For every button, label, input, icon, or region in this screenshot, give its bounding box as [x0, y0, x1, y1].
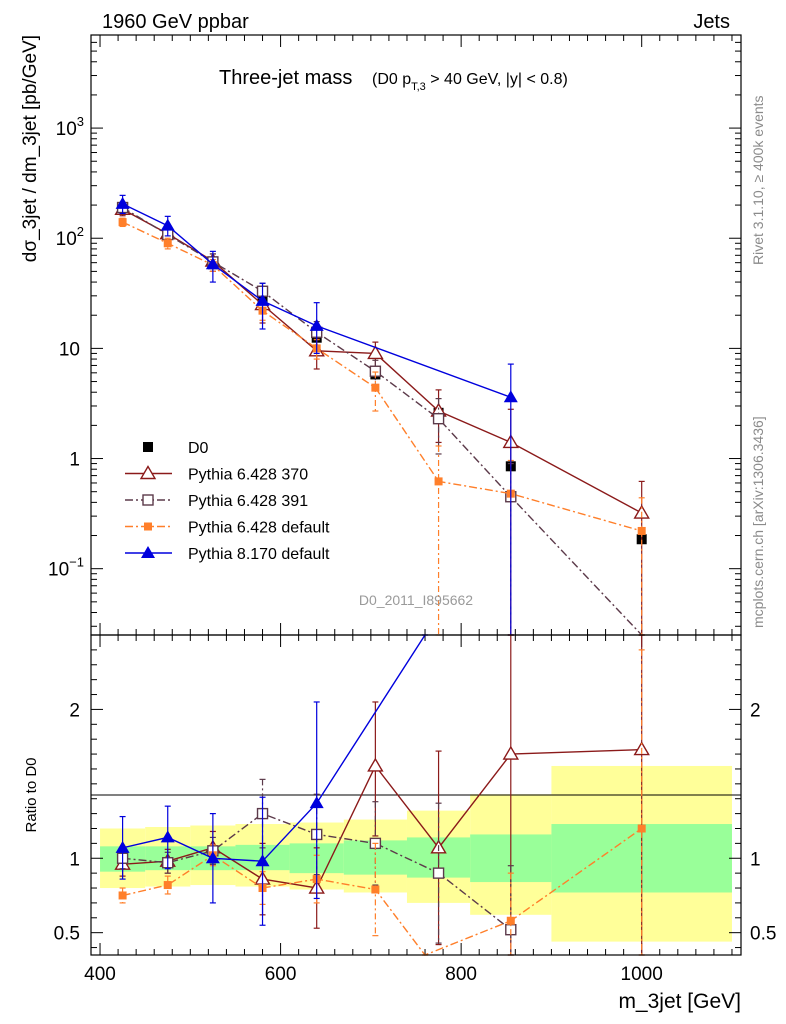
data-point — [160, 830, 175, 843]
chart-subtitle-post: > 40 GeV, |y| < 0.8) — [426, 71, 568, 88]
main-y-axis-label: dσ_3jet / dm_3jet [pb/GeV] — [20, 35, 41, 262]
main-axes-ticks: 10−1 1 10 102 103 — [48, 34, 741, 635]
data-point — [205, 851, 220, 864]
series-line — [122, 812, 512, 931]
legend-label: Pythia 6.428 391 — [188, 493, 308, 510]
series-line — [122, 203, 512, 398]
ratio-frame — [90, 634, 742, 956]
ratio-panel: 400 600 800 1000 0.5 0.5 1 1 2 2 Ratio to D0 m_3j… — [23, 634, 776, 1013]
data-point — [118, 891, 127, 900]
mcplots-note: mcplots.cern.ch [arXiv:1306.3436] — [750, 416, 766, 628]
data-point — [163, 239, 172, 248]
main-panel: 10−1 1 10 102 103 Three-jet mass (D0 pT,3 > … — [20, 34, 742, 636]
ratio-y-axis-label: Ratio to D0 — [23, 757, 40, 832]
rivet-version-note: Rivet 3.1.10, ≥ 400k events — [750, 95, 766, 265]
data-point — [506, 916, 515, 925]
ratio-series-group — [114, 634, 650, 956]
ratio-y-tick-label-right: 2 — [750, 700, 761, 721]
header-left-label: 1960 GeV ppbar — [102, 11, 249, 33]
ratio-y-tick-label: 2 — [69, 700, 80, 721]
legend: D0 Pythia 6.428 370 Pythia 6.428 391 Pythia… — [125, 440, 330, 563]
ratio-y-tick-label-right: 1 — [750, 849, 761, 870]
header-right-label: Jets — [693, 11, 730, 33]
legend-marker — [141, 546, 155, 558]
legend-marker — [139, 465, 157, 480]
data-point — [503, 390, 518, 403]
main-y-tick-label: 102 — [56, 224, 84, 250]
ratio-y-tick-label-right: 0.5 — [750, 924, 776, 945]
legend-label: Pythia 6.428 default — [188, 520, 330, 537]
legend-item: Pythia 6.428 370 — [125, 465, 308, 484]
legend-item: Pythia 6.428 default — [125, 520, 330, 537]
x-tick-label: 800 — [445, 964, 477, 985]
legend-item: Pythia 8.170 default — [125, 546, 330, 563]
data-point — [432, 412, 445, 425]
legend-label: D0 — [188, 440, 209, 457]
x-tick-label: 400 — [84, 964, 116, 985]
series-line — [122, 634, 426, 862]
data-point — [367, 757, 384, 772]
legend-item: Pythia 6.428 391 — [125, 493, 308, 510]
data-point — [163, 881, 172, 890]
chart-subtitle-sub: T,3 — [411, 81, 426, 93]
data-point — [115, 196, 130, 209]
legend-label: Pythia 6.428 370 — [188, 467, 308, 484]
data-point — [160, 218, 175, 231]
data-point — [205, 257, 220, 270]
chart-subtitle: (D0 pT,3 > 40 GeV, |y| < 0.8) — [372, 71, 568, 93]
data-point — [309, 318, 324, 331]
data-point — [371, 885, 380, 894]
legend-marker — [144, 522, 152, 531]
data-point — [255, 293, 270, 306]
ratio-y-tick-label: 1 — [69, 849, 80, 870]
data-point — [115, 840, 130, 853]
data-point — [309, 796, 324, 809]
data-point — [637, 526, 646, 535]
data-point — [371, 383, 380, 392]
chart-subtitle-pre: (D0 p — [372, 71, 411, 88]
legend-item: D0 — [143, 440, 209, 457]
data-point — [432, 867, 445, 879]
x-tick-label: 600 — [265, 964, 297, 985]
main-y-tick-label: 103 — [56, 114, 84, 140]
series-pythia-8-170-default — [115, 194, 518, 636]
main-y-tick-label: 1 — [69, 450, 80, 471]
main-series-group — [114, 194, 650, 636]
main-y-tick-label: 10−1 — [48, 555, 84, 581]
ratio-y-tick-label: 0.5 — [54, 924, 80, 945]
series-line — [122, 221, 642, 532]
legend-marker — [143, 442, 153, 452]
data-point — [255, 854, 270, 867]
data-point — [367, 345, 384, 360]
analysis-watermark: D0_2011_I895662 — [359, 592, 473, 608]
x-tick-label: 1000 — [621, 964, 663, 985]
legend-label: Pythia 8.170 default — [188, 546, 330, 563]
data-point — [502, 745, 520, 760]
x-axis-label: m_3jet [GeV] — [618, 990, 741, 1013]
ratio-axes-ticks: 400 600 800 1000 0.5 0.5 1 1 2 2 — [54, 635, 776, 985]
data-point — [118, 218, 127, 227]
legend-marker — [142, 494, 154, 506]
data-point — [434, 477, 443, 486]
series-pythia-8-170-default — [115, 634, 429, 926]
data-point — [637, 824, 646, 833]
main-y-tick-label: 10 — [59, 339, 80, 360]
chart-title: Three-jet mass — [219, 67, 352, 89]
